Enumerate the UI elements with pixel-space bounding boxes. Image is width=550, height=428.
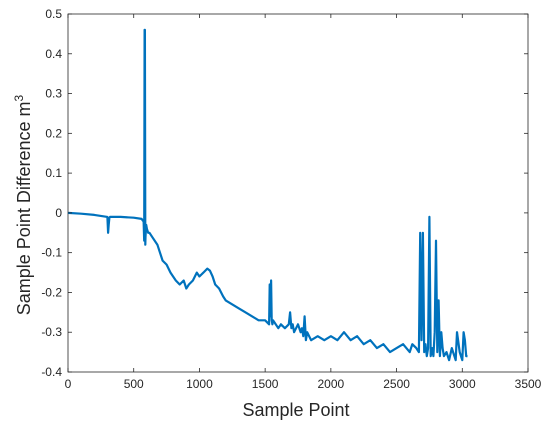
x-tick-label: 1500 <box>252 377 279 391</box>
y-axis-label-text: Sample Point Difference m <box>14 101 34 315</box>
y-tick-label: 0.1 <box>45 166 62 180</box>
x-tick-label: 2500 <box>383 377 410 391</box>
y-axis: -0.4 -0.3 -0.2 -0.1 0 0.1 0.2 0.3 0.4 0.5 <box>41 7 528 379</box>
y-tick-label: 0.4 <box>45 47 62 61</box>
y-tick-label: -0.4 <box>41 365 62 379</box>
y-tick-label: -0.3 <box>41 325 62 339</box>
series-line <box>67 28 468 362</box>
y-tick-label: 0.3 <box>45 87 62 101</box>
y-tick-label: 0.2 <box>45 126 62 140</box>
x-tick-label: 3000 <box>449 377 476 391</box>
x-axis: 0 500 1000 1500 2000 2500 3000 3500 <box>65 14 542 391</box>
series-layer <box>67 28 468 362</box>
x-tick-label: 1000 <box>186 377 213 391</box>
x-tick-label: 2000 <box>318 377 345 391</box>
x-axis-label: Sample Point <box>242 400 349 420</box>
x-tick-label: 3500 <box>515 377 542 391</box>
y-tick-label: 0 <box>55 206 62 220</box>
plot-area <box>67 13 529 373</box>
x-tick-label: 500 <box>124 377 144 391</box>
axes-frame <box>67 13 529 373</box>
y-tick-label: -0.2 <box>41 285 62 299</box>
y-tick-label: -0.1 <box>41 246 62 260</box>
y-axis-label: Sample Point Difference m3 <box>12 94 34 315</box>
y-tick-label: 0.5 <box>45 7 62 21</box>
y-axis-label-superscript: 3 <box>12 94 26 101</box>
x-tick-label: 0 <box>65 377 72 391</box>
